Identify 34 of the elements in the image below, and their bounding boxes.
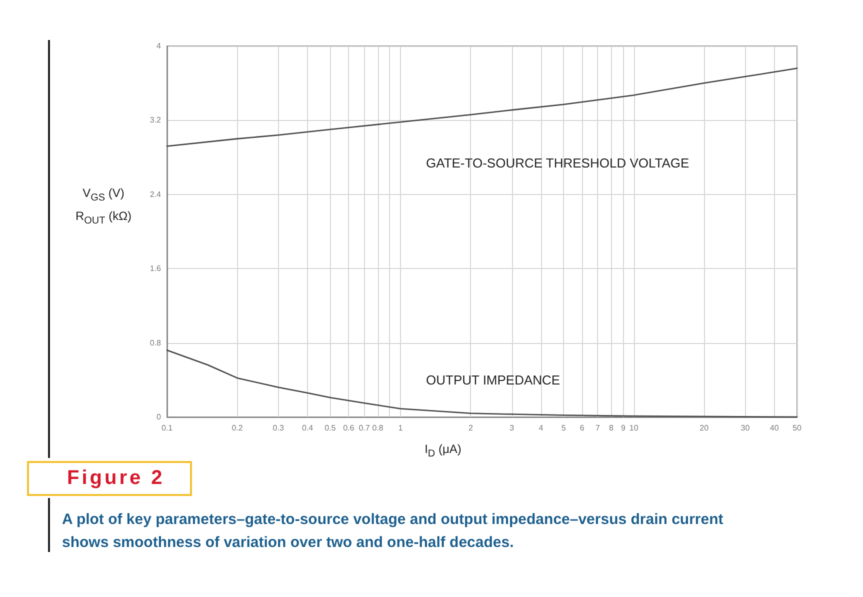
x-tick-label: 0.6 xyxy=(343,424,355,432)
x-tick-label: 0.5 xyxy=(324,424,336,432)
text: Figure 2 xyxy=(67,467,165,490)
x-tick-label: 0.7 xyxy=(358,424,370,432)
x-tick-label: 2 xyxy=(468,424,474,432)
x-axis-title: I$_{D}$ (μA) xyxy=(424,442,462,460)
text: V$_{GS}$ (V) R$_{OUT}$ (kΩ) xyxy=(75,186,132,227)
x-tick-label: 0.2 xyxy=(232,424,244,432)
x-tick-label: 30 xyxy=(740,424,750,432)
x-tick-label: 3 xyxy=(510,424,515,432)
annotation: OUTPUT IMPEDANCE xyxy=(426,372,560,388)
y-tick-label: 1.6 xyxy=(150,264,162,274)
y-tick-label: 2.4 xyxy=(150,190,162,199)
y-tick-label: 0.8 xyxy=(150,338,162,348)
text: A plot of key parameters–gate-to-source voltage and output impedance–versus drain current shows smoothness of variation over two and one-half decades. xyxy=(62,510,724,553)
x-tick-label: 7 xyxy=(595,424,600,432)
x-tick-label: 4 xyxy=(538,424,544,432)
x-tick-label: 20 xyxy=(700,424,710,432)
x-tick-label: 40 xyxy=(770,424,780,432)
x-tick-label: 0.8 xyxy=(372,424,384,432)
annotation: GATE-TO-SOURCE THRESHOLD VOLTAGE xyxy=(426,156,690,170)
x-tick-label: 50 xyxy=(792,424,802,432)
x-tick-label: 0.4 xyxy=(302,424,314,432)
y-tick-label: 3.2 xyxy=(150,116,162,125)
x-tick-label: 0.1 xyxy=(161,424,174,432)
x-tick-label: 1 xyxy=(398,424,404,432)
x-tick-label: 10 xyxy=(629,424,639,432)
x-tick-label: 0.3 xyxy=(272,424,284,432)
y-tick-label: 0 xyxy=(156,412,162,422)
x-tick-label: 9 xyxy=(620,424,626,432)
x-tick-label: 8 xyxy=(608,424,614,432)
y-tick-label: 4 xyxy=(156,42,162,50)
x-tick-label: 6 xyxy=(580,424,585,432)
x-tick-label: 5 xyxy=(561,424,566,432)
